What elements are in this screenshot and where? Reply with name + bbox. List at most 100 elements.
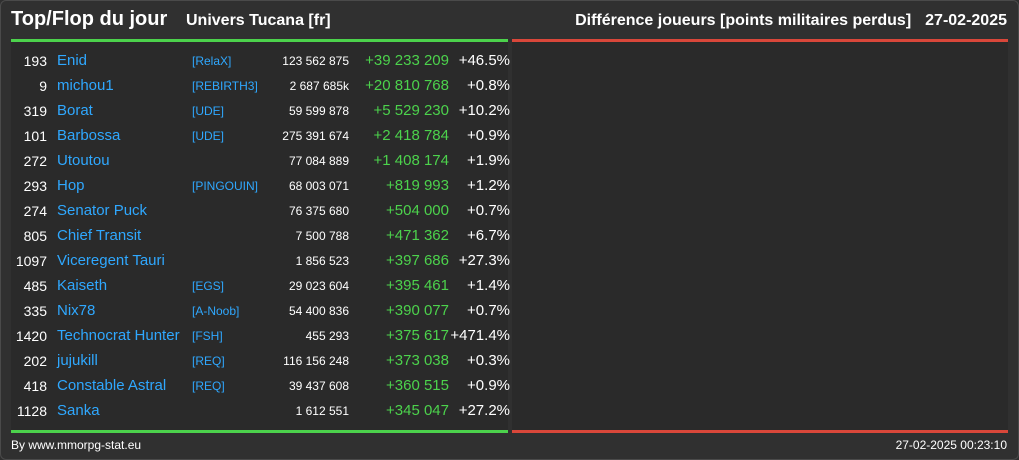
percent-change: +1.2%	[467, 177, 510, 194]
player-points: 455 293	[305, 328, 349, 343]
top-panel	[11, 42, 508, 430]
alliance-tag-link[interactable]: [REQ]	[192, 378, 225, 393]
table-row: 272 Utoutou 77 084 889 +1 408 174 +1.9%	[11, 148, 510, 173]
alliance-tag-link[interactable]	[192, 198, 267, 223]
player-rank: 202	[23, 352, 47, 369]
player-points: 275 391 674	[282, 128, 349, 143]
percent-change: +1.4%	[467, 277, 510, 294]
player-name-link[interactable]: Senator Puck	[57, 202, 148, 219]
player-rank: 1097	[15, 252, 47, 269]
percent-change: +0.3%	[467, 352, 510, 369]
points-difference: +360 515	[386, 377, 449, 394]
alliance-tag-link[interactable]	[192, 248, 267, 273]
points-difference: +397 686	[386, 252, 449, 269]
table-row: 335 Nix78 [A-Noob] 54 400 836 +390 077 +0.7%	[11, 298, 510, 323]
percent-change: +27.3%	[458, 252, 510, 269]
table-row: 485 Kaiseth [EGS] 29 023 604 +395 461 +1.4%	[11, 273, 510, 298]
player-name-link[interactable]: Enid	[57, 52, 88, 69]
table-row: 101 Barbossa [UDE] 275 391 674 +2 418 784 +0.…	[11, 123, 510, 148]
table-row: 274 Senator Puck 76 375 680 +504 000 +0.7%	[11, 198, 510, 223]
bottom-gains-divider	[11, 430, 508, 433]
percent-change: +6.7%	[467, 227, 510, 244]
percent-change: +1.9%	[467, 152, 510, 169]
alliance-tag-link[interactable]: [REQ]	[192, 353, 225, 368]
player-rank: 335	[23, 302, 47, 319]
player-name-link[interactable]: Barbossa	[57, 127, 121, 144]
flop-panel	[512, 42, 1008, 430]
points-difference: +471 362	[386, 227, 449, 244]
player-rank: 805	[23, 227, 47, 244]
player-name-link[interactable]: Constable Astral	[57, 377, 167, 394]
alliance-tag-link[interactable]	[192, 148, 267, 173]
footer-credit[interactable]: By www.mmorpg-stat.eu	[11, 438, 142, 452]
percent-change: +0.7%	[467, 202, 510, 219]
percent-change: +0.9%	[467, 127, 510, 144]
percent-change: +27.2%	[458, 402, 510, 419]
table-row: 202 jujukill [REQ] 116 156 248 +373 038 +0.3%	[11, 348, 510, 373]
player-points: 39 437 608	[288, 378, 349, 393]
table-row: 293 Hop [PINGOUIN] 68 003 071 +819 993 +1.2%	[11, 173, 510, 198]
player-rank: 9	[39, 77, 47, 94]
percent-change: +0.9%	[467, 377, 510, 394]
player-rank: 1128	[16, 402, 47, 419]
player-points: 1 856 523	[295, 253, 349, 268]
player-name-link[interactable]: Technocrat Hunter	[57, 327, 180, 344]
alliance-tag-link[interactable]: [REBIRTH3]	[192, 78, 258, 93]
points-difference: +504 000	[386, 202, 449, 219]
player-name-link[interactable]: Kaiseth	[57, 277, 108, 294]
alliance-tag-link[interactable]: [A-Noob]	[192, 303, 240, 318]
alliance-tag-link[interactable]: [PINGOUIN]	[192, 178, 259, 193]
top-players-table: 193 Enid [RelaX] 123 562 875 +39 233 209 +46.…	[11, 48, 510, 423]
player-name-link[interactable]: Sanka	[57, 402, 100, 419]
points-difference: +819 993	[386, 177, 449, 194]
player-name-link[interactable]: Utoutou	[57, 152, 110, 169]
table-row: 193 Enid [RelaX] 123 562 875 +39 233 209 +46.…	[11, 48, 510, 73]
top-gains-divider	[11, 39, 508, 42]
alliance-tag-link[interactable]: [UDE]	[192, 128, 225, 143]
player-name-link[interactable]: Nix78	[57, 302, 96, 319]
table-row: 418 Constable Astral [REQ] 39 437 608 +360 5…	[11, 373, 510, 398]
player-points: 1 612 551	[295, 403, 349, 418]
player-points: 123 562 875	[282, 53, 349, 68]
points-difference: +20 810 768	[365, 77, 449, 94]
player-points: 77 084 889	[288, 153, 349, 168]
player-name-link[interactable]: Hop	[57, 177, 85, 194]
bottom-losses-divider	[512, 430, 1008, 433]
top-losses-divider	[512, 39, 1008, 42]
alliance-tag-link[interactable]	[192, 398, 267, 423]
player-rank: 418	[23, 377, 47, 394]
percent-change: +46.5%	[458, 52, 510, 69]
header: Top/Flop du jour Univers Tucana [fr] Dif…	[0, 0, 1019, 40]
percent-change: +0.8%	[467, 77, 510, 94]
player-rank: 1420	[15, 327, 47, 344]
page-title: Top/Flop du jour	[11, 8, 168, 30]
player-rank: 193	[23, 52, 47, 69]
percent-change: +0.7%	[467, 302, 510, 319]
alliance-tag-link[interactable]: [EGS]	[192, 278, 225, 293]
player-points: 68 003 071	[288, 178, 349, 193]
player-points: 2 687 685k	[289, 78, 349, 93]
player-name-link[interactable]: jujukill	[57, 352, 98, 369]
table-row: 1128 Sanka 1 612 551 +345 047 +27.2%	[11, 398, 510, 423]
table-row: 805 Chief Transit 7 500 788 +471 362 +6.7%	[11, 223, 510, 248]
points-difference: +345 047	[386, 402, 449, 419]
table-body: 193 Enid [RelaX] 123 562 875 +39 233 209 +46.…	[11, 48, 510, 423]
player-name-link[interactable]: michou1	[57, 77, 114, 94]
points-difference: +390 077	[386, 302, 449, 319]
player-name-link[interactable]: Borat	[57, 102, 93, 119]
percent-change: +471.4%	[450, 327, 510, 344]
player-name-link[interactable]: Viceregent Tauri	[57, 252, 165, 269]
points-difference: +5 529 230	[373, 102, 450, 119]
player-rank: 101	[23, 127, 47, 144]
player-rank: 293	[23, 177, 47, 194]
alliance-tag-link[interactable]: [RelaX]	[192, 53, 232, 68]
player-rank: 274	[23, 202, 47, 219]
player-points: 116 156 248	[283, 353, 349, 368]
player-name-link[interactable]: Chief Transit	[57, 227, 142, 244]
alliance-tag-link[interactable]	[192, 223, 267, 248]
points-difference: +2 418 784	[373, 127, 450, 144]
alliance-tag-link[interactable]: [FSH]	[192, 328, 223, 343]
metric-header: Différence joueurs [points militaires pe…	[575, 12, 1007, 30]
universe-label: Univers Tucana [fr]	[186, 12, 331, 29]
alliance-tag-link[interactable]: [UDE]	[192, 103, 225, 118]
